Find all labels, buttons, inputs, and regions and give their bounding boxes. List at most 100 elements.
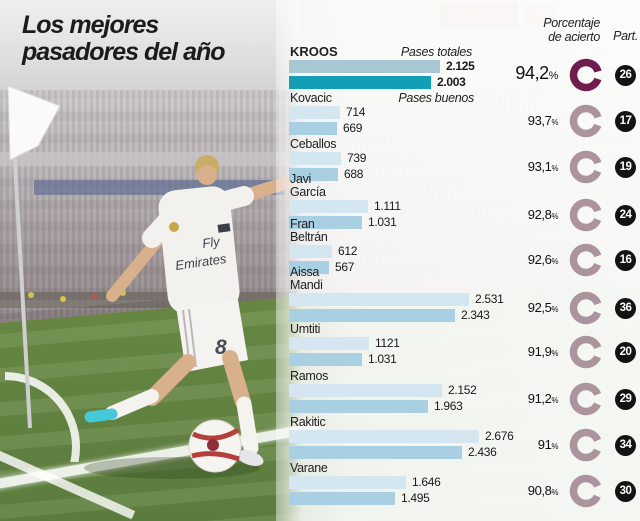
player-name: Ramos <box>290 368 329 383</box>
accuracy-ring <box>569 474 603 508</box>
participation-badge: 20 <box>615 341 636 363</box>
participation-badge: 16 <box>615 249 636 271</box>
good-passes-bar <box>289 492 395 505</box>
jersey-text-fly: Fly <box>201 233 222 250</box>
total-passes-bar <box>289 60 440 73</box>
total-passes-value: 714 <box>346 105 366 119</box>
good-passes-value: 1.495 <box>401 491 430 505</box>
good-passes-bar <box>289 216 362 229</box>
total-passes-value: 739 <box>347 151 367 165</box>
good-passes-value: 567 <box>335 260 355 274</box>
accuracy-value: 93,7% <box>527 113 559 128</box>
participation-badge: 30 <box>615 480 636 502</box>
legend-total-passes: Pases totales <box>400 45 472 59</box>
player-left-thigh <box>144 354 196 406</box>
accuracy-ring <box>569 428 603 462</box>
accuracy-value: 93,1% <box>527 159 559 174</box>
steward-vest-dot <box>28 292 34 298</box>
player-jersey <box>158 186 240 314</box>
total-passes-bar <box>289 476 406 489</box>
accuracy-value: 91,2% <box>527 391 559 406</box>
total-passes-value: 1.646 <box>412 475 441 489</box>
good-passes-value: 1.963 <box>434 399 463 413</box>
accuracy-ring <box>569 58 603 92</box>
ball-pattern <box>191 427 240 441</box>
steward-vest-dot <box>60 296 66 302</box>
participation-badge: 24 <box>615 204 636 226</box>
participation-badge: 29 <box>615 388 636 410</box>
total-passes-value: 612 <box>338 244 358 258</box>
stadium-tier-band <box>0 152 300 166</box>
accuracy-value: 91,9% <box>527 344 559 359</box>
player-head <box>197 165 217 185</box>
total-passes-bar <box>289 293 469 306</box>
good-passes-bar <box>289 261 329 274</box>
good-passes-value: 1.031 <box>368 215 397 229</box>
good-passes-bar <box>289 168 338 181</box>
accuracy-value: 92,5% <box>527 300 559 315</box>
accuracy-ring <box>569 104 603 138</box>
ball-pattern <box>191 451 240 462</box>
adidas-logo <box>217 223 231 233</box>
accuracy-ring <box>569 335 603 369</box>
good-passes-bar <box>289 76 431 89</box>
accuracy-ring <box>569 150 603 184</box>
accuracy-value: 90,8% <box>527 483 559 498</box>
player-right-thigh <box>222 350 251 410</box>
good-passes-bar <box>289 309 455 322</box>
player-name: Umtiti <box>290 321 321 336</box>
player-right-boot <box>236 450 264 466</box>
good-passes-value: 2.343 <box>461 308 490 322</box>
participation-badge: 17 <box>615 110 636 132</box>
accuracy-ring <box>569 291 603 325</box>
total-passes-value: 1121 <box>375 336 400 350</box>
good-passes-value: 2.003 <box>437 75 466 89</box>
accuracy-header-line2: de acierto <box>548 29 600 44</box>
ball-pattern-center <box>207 439 219 451</box>
total-passes-bar <box>289 245 332 258</box>
player-left-sock <box>105 389 159 420</box>
total-passes-value: 2.531 <box>475 292 504 306</box>
good-passes-value: 2.436 <box>468 445 497 459</box>
good-passes-bar <box>289 122 337 135</box>
player-name: Kovacic <box>290 90 332 105</box>
participation-badge: 36 <box>615 297 636 319</box>
crowd-dot <box>92 294 98 300</box>
player-left-boot <box>84 408 118 423</box>
participation-badge: 19 <box>615 156 636 178</box>
total-passes-value: 2.125 <box>446 59 475 73</box>
good-passes-bar <box>289 400 428 413</box>
player-name: Varane <box>290 460 328 475</box>
good-passes-bar <box>289 353 362 366</box>
accuracy-value: 92,8% <box>527 207 559 222</box>
player-name: Ceballos <box>290 136 337 151</box>
total-passes-bar <box>289 106 340 119</box>
total-passes-bar <box>289 384 442 397</box>
legend-good-passes: Pases buenos <box>398 91 474 105</box>
total-passes-bar <box>289 337 369 350</box>
total-passes-value: 2.676 <box>485 429 514 443</box>
good-passes-bar <box>289 446 462 459</box>
player-right-sock <box>236 396 259 456</box>
player-name: Aissa Mandi <box>290 265 323 292</box>
shorts-stripe <box>188 308 197 368</box>
participation-badge: 26 <box>615 64 636 86</box>
accuracy-header-line1: Porcentaje <box>543 16 600 30</box>
title-wash-overlay <box>0 0 300 110</box>
accuracy-value: 92,6% <box>527 252 559 267</box>
player-name: KROOS <box>290 43 338 59</box>
accuracy-value: 94,2% <box>515 63 558 83</box>
accuracy-ring <box>569 382 603 416</box>
player-name: Fran Beltrán <box>290 217 328 244</box>
page-title: Los mejores pasadores del año <box>22 11 226 66</box>
good-passes-value: 669 <box>343 121 363 135</box>
total-passes-bar <box>289 152 341 165</box>
total-passes-bar <box>289 430 479 443</box>
total-passes-value: 2.152 <box>448 383 477 397</box>
accuracy-value: 91% <box>537 437 559 452</box>
title-line1: Los mejores <box>22 11 159 39</box>
participation-badge: 34 <box>615 434 636 456</box>
